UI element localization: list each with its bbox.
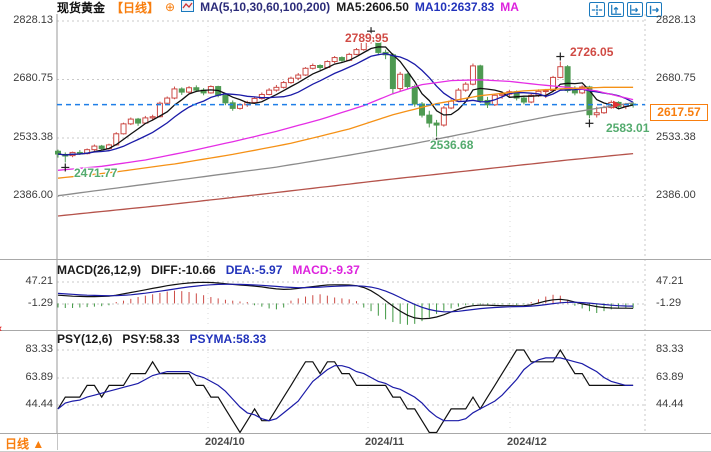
last-price-box: 2617.57 — [650, 104, 708, 121]
bottom-bar — [0, 434, 711, 451]
expand-icon[interactable]: ⊕ — [165, 0, 176, 14]
annotation-low-2536: 2536.68 — [430, 138, 474, 152]
symbol-name: 现货黄金 — [57, 0, 106, 15]
psy-axis-left-1: 63.89 — [25, 371, 53, 383]
ma-settings-label: MA(5,10,30,60,100,200) — [200, 0, 331, 14]
period-selector[interactable]: 日线 ▲ — [5, 437, 45, 451]
psy-axis-left-0: 83.33 — [25, 343, 53, 355]
main-axis-left-2: 2533.38 — [13, 131, 53, 143]
kline-chart-icon — [181, 0, 195, 15]
shift-right-icon[interactable] — [646, 2, 662, 17]
zoom-axis-right-icon[interactable] — [627, 2, 643, 17]
psy-axis-right-2: 44.44 — [656, 398, 684, 410]
annotation-low-2583: 2583.01 — [606, 121, 650, 135]
main-axis-left-0: 2828.13 — [13, 14, 53, 26]
macd-macd-label: MACD:-9.37 — [292, 263, 360, 277]
main-axis-left-1: 2680.75 — [13, 72, 53, 84]
main-axis-right-0: 2828.13 — [656, 14, 696, 26]
annotation-high-2726: 2726.05 — [570, 45, 614, 59]
main-axis-right-3: 2386.00 — [656, 189, 696, 201]
chart-toolbar — [589, 2, 662, 17]
macd-diff-label: DIFF:-10.66 — [151, 263, 216, 277]
macd-title: MACD(26,12,9) — [57, 263, 142, 277]
x-axis-label-nov: 2024/11 — [365, 436, 405, 448]
period-dropdown-arrow: ▲ — [32, 437, 45, 451]
macd-header: MACD(26,12,9) DIFF:-10.66 DEA:-5.97 MACD… — [57, 263, 360, 277]
panel-separator-2 — [0, 330, 711, 331]
psy-value-label: PSY:58.33 — [122, 332, 180, 346]
psy-axis-right-1: 63.89 — [656, 371, 684, 383]
macd-axis-right-0: 47.21 — [656, 275, 684, 287]
psy-axis-left-2: 44.44 — [25, 398, 53, 410]
macd-axis-right-1: -1.29 — [656, 297, 682, 309]
psy-title: PSY(12,6) — [57, 332, 113, 346]
left-edge-clip-mark: « — [0, 323, 2, 335]
psy-header: PSY(12,6) PSY:58.33 PSYMA:58.33 — [57, 332, 266, 346]
psyma-value-label: PSYMA:58.33 — [189, 332, 267, 346]
panel-separator-3 — [0, 433, 711, 434]
main-axis-right-2: 2533.38 — [656, 131, 696, 143]
period-tag: 【日线】 — [111, 0, 160, 15]
ma30-value-label-clipped: MA — [500, 0, 519, 14]
annotation-high-2789: 2789.95 — [345, 31, 389, 45]
ma10-value-label: MA10:2637.83 — [414, 0, 495, 14]
psy-axis-right-0: 83.33 — [656, 343, 684, 355]
macd-dea-label: DEA:-5.97 — [225, 263, 283, 277]
main-axis-left-3: 2386.00 — [13, 189, 53, 201]
x-axis-label-oct: 2024/10 — [205, 436, 245, 448]
annotation-low-2471: 2471.77 — [74, 166, 118, 180]
zoom-axis-up-icon[interactable] — [608, 2, 624, 17]
chart-header: 现货黄金 【日线】 ⊕ MA(5,10,30,60,100,200) MA5:2… — [57, 0, 519, 15]
main-axis-right-1: 2680.75 — [656, 72, 696, 84]
panel-separator-1 — [0, 259, 711, 260]
macd-axis-left-1: -1.29 — [27, 297, 53, 309]
pan-crosshair-icon[interactable] — [589, 2, 605, 17]
bottom-bar-divider — [57, 434, 58, 450]
macd-axis-left-0: 47.21 — [25, 275, 53, 287]
x-axis-label-dec: 2024/12 — [507, 436, 547, 448]
ma5-value-label: MA5:2606.50 — [336, 0, 409, 14]
